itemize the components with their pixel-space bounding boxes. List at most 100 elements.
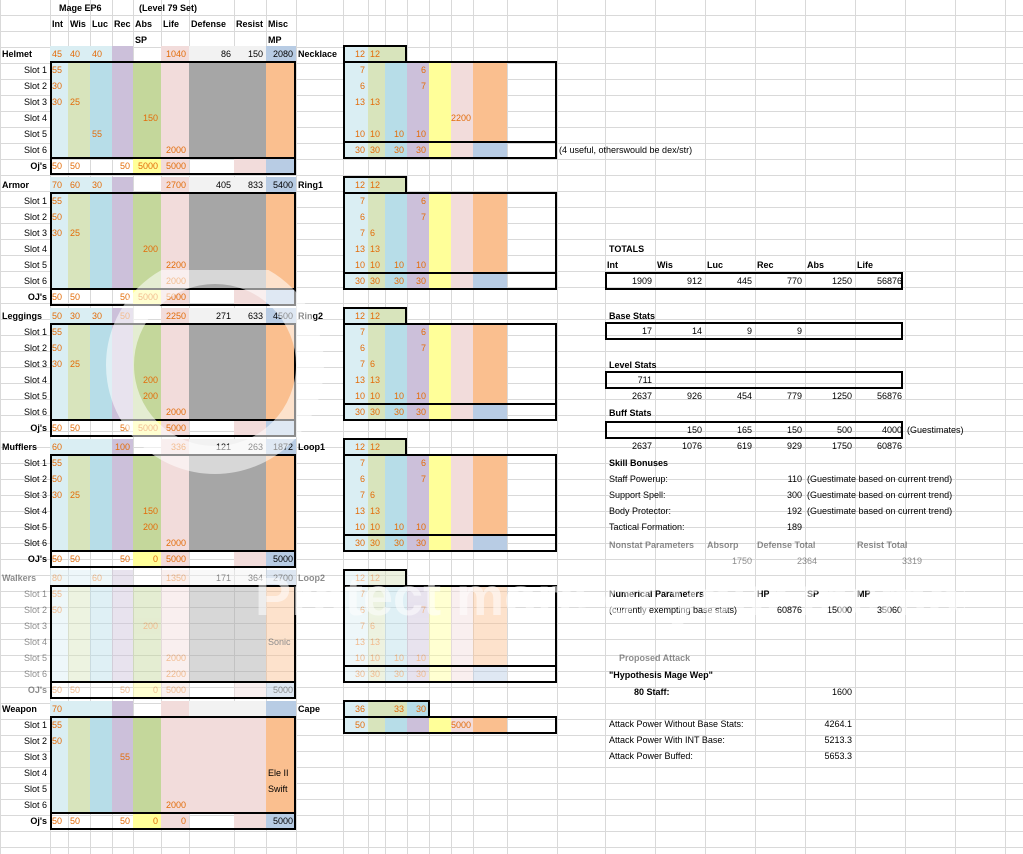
- slot-label[interactable]: Slot 6: [23, 407, 47, 417]
- total-value[interactable]: [451, 142, 473, 158]
- slot-value[interactable]: [429, 110, 451, 126]
- slot-value[interactable]: [112, 666, 133, 682]
- slot-value[interactable]: [161, 110, 189, 126]
- slot-value[interactable]: [234, 749, 266, 765]
- slot-value[interactable]: 7: [343, 356, 368, 372]
- slot-value[interactable]: 10: [385, 388, 407, 404]
- slot-value[interactable]: 10: [407, 126, 429, 142]
- slot-value[interactable]: [385, 717, 407, 733]
- base-stats-value[interactable]: [855, 323, 905, 339]
- slot-value[interactable]: [407, 634, 429, 650]
- slot-value[interactable]: [112, 404, 133, 420]
- hypothesis-label[interactable]: "Hypothesis Mage Wep": [609, 670, 713, 680]
- oj-value[interactable]: [189, 682, 234, 698]
- slot-value[interactable]: [368, 455, 385, 471]
- slot-value[interactable]: [385, 503, 407, 519]
- slot-value[interactable]: [112, 733, 133, 749]
- slot-value[interactable]: [189, 225, 234, 241]
- slot-label[interactable]: Slot 6: [23, 538, 47, 548]
- slot-value[interactable]: 6: [368, 356, 385, 372]
- slot-value[interactable]: 6: [368, 225, 385, 241]
- slot-value[interactable]: Swift: [266, 781, 296, 797]
- skill-name[interactable]: Support Spell:: [609, 490, 666, 500]
- slot-value[interactable]: 2000: [161, 142, 189, 158]
- slot-value[interactable]: [266, 257, 296, 273]
- slot-value[interactable]: 13: [343, 503, 368, 519]
- base-value[interactable]: 12: [368, 570, 407, 586]
- slot-value[interactable]: [133, 340, 161, 356]
- oj-value[interactable]: 5000: [161, 551, 189, 567]
- total-value[interactable]: [429, 535, 451, 551]
- slot-value[interactable]: [68, 535, 90, 551]
- slot-value[interactable]: 6: [407, 455, 429, 471]
- slot-value[interactable]: [50, 765, 68, 781]
- slot-value[interactable]: 7: [343, 455, 368, 471]
- level-stats-total[interactable]: 454: [736, 391, 752, 401]
- slot-value[interactable]: [90, 618, 112, 634]
- slot-value[interactable]: [90, 586, 112, 602]
- oj-value[interactable]: 50: [52, 423, 63, 433]
- slot-value[interactable]: [407, 225, 429, 241]
- base-value[interactable]: 40: [90, 46, 112, 62]
- slot-value[interactable]: [90, 193, 112, 209]
- slot-label[interactable]: Slot 2: [23, 474, 47, 484]
- slot-value[interactable]: 2200: [451, 110, 473, 126]
- slot-value[interactable]: [234, 781, 266, 797]
- final-stats-value[interactable]: 619: [736, 441, 752, 451]
- slot-value[interactable]: [161, 241, 189, 257]
- slot-value[interactable]: [234, 241, 266, 257]
- slot-value[interactable]: [68, 273, 90, 289]
- oj-value[interactable]: [266, 289, 296, 305]
- slot-value[interactable]: 55: [50, 324, 68, 340]
- slot-value[interactable]: 13: [343, 241, 368, 257]
- slot-value[interactable]: [189, 733, 234, 749]
- defense-total-value[interactable]: 2364: [796, 556, 817, 566]
- slot-value[interactable]: 2200: [161, 257, 189, 273]
- base-value[interactable]: 12: [343, 46, 368, 62]
- slot-value[interactable]: [68, 78, 90, 94]
- absorp-label[interactable]: Absorp: [707, 540, 739, 550]
- oj-value[interactable]: [234, 158, 266, 174]
- base-value[interactable]: 36: [343, 701, 368, 717]
- slot-value[interactable]: [234, 717, 266, 733]
- slot-value[interactable]: [112, 519, 133, 535]
- slot-value[interactable]: [266, 193, 296, 209]
- slot-value[interactable]: 200: [133, 388, 161, 404]
- base-value[interactable]: 12: [343, 439, 368, 455]
- slot-value[interactable]: [266, 324, 296, 340]
- slot-value[interactable]: 55: [90, 126, 112, 142]
- base-value[interactable]: 150: [234, 46, 266, 62]
- total-value[interactable]: 30: [385, 142, 407, 158]
- slot-value[interactable]: [407, 110, 429, 126]
- total-value[interactable]: 30: [385, 273, 407, 289]
- slot-value[interactable]: 10: [407, 388, 429, 404]
- total-value[interactable]: 30: [343, 535, 368, 551]
- slot-value[interactable]: 200: [133, 241, 161, 257]
- base-value[interactable]: 60: [68, 177, 90, 193]
- slot-value[interactable]: [368, 471, 385, 487]
- buff-stats-value[interactable]: [605, 422, 655, 438]
- slot-value[interactable]: [189, 356, 234, 372]
- slot-value[interactable]: [133, 471, 161, 487]
- total-value[interactable]: 30: [343, 404, 368, 420]
- slot-value[interactable]: 2000: [161, 535, 189, 551]
- base-value[interactable]: 12: [368, 46, 407, 62]
- slot-value[interactable]: [368, 586, 385, 602]
- base-value[interactable]: 30: [407, 701, 429, 717]
- slot-value[interactable]: 7: [407, 340, 429, 356]
- slot-value[interactable]: [407, 717, 429, 733]
- slot-value[interactable]: [407, 94, 429, 110]
- col-sub-sp[interactable]: SP: [135, 35, 148, 45]
- slot-value[interactable]: [90, 273, 112, 289]
- slot-value[interactable]: [473, 356, 507, 372]
- slot-value[interactable]: [68, 602, 90, 618]
- slot-value[interactable]: 6: [343, 340, 368, 356]
- slot-value[interactable]: [368, 602, 385, 618]
- slot-value[interactable]: [133, 404, 161, 420]
- base-value[interactable]: 12: [368, 439, 407, 455]
- slot-label[interactable]: Slot 4: [23, 768, 47, 778]
- slot-value[interactable]: [234, 797, 266, 813]
- slot-value[interactable]: [266, 142, 296, 158]
- slot-value[interactable]: [189, 650, 234, 666]
- level-stats-value[interactable]: [805, 372, 855, 388]
